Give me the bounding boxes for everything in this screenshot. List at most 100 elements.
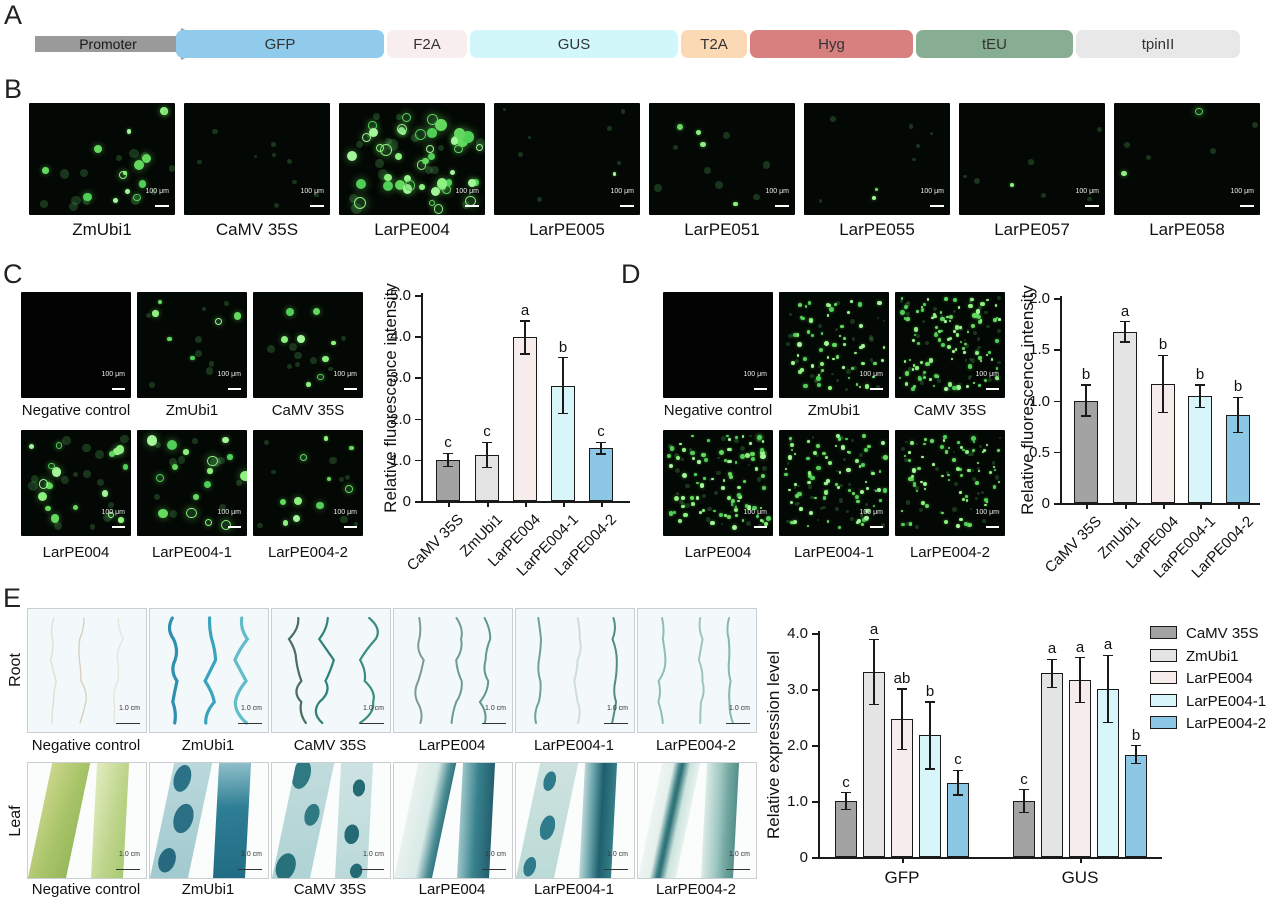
dim-cell-dot bbox=[102, 512, 113, 523]
bright-cell-dot bbox=[978, 469, 981, 472]
scale-bar-line bbox=[870, 526, 883, 528]
bright-cell-dot bbox=[759, 451, 764, 456]
bright-cell-dot bbox=[966, 330, 969, 334]
dim-cell-dot bbox=[708, 479, 711, 482]
bright-cell-dot bbox=[109, 450, 116, 457]
leaf-stain-image: 1.0 cm bbox=[27, 762, 147, 879]
dim-cell-dot bbox=[115, 155, 122, 161]
bright-cell-dot bbox=[965, 495, 968, 498]
scale-bar-text: 1.0 cm bbox=[240, 851, 262, 858]
image-label: CaMV 35S bbox=[293, 737, 367, 754]
bright-cell-dot bbox=[193, 494, 200, 500]
dim-cell-dot bbox=[839, 498, 844, 503]
dim-cell-dot bbox=[929, 131, 933, 136]
bright-cell-dot bbox=[695, 496, 700, 501]
fluorescence-micrograph: 100 μm bbox=[253, 292, 363, 398]
dim-cell-dot bbox=[717, 456, 720, 459]
sig-letter: ab bbox=[893, 670, 911, 687]
bright-cell-dot bbox=[842, 336, 846, 340]
dim-cell-dot bbox=[129, 148, 140, 159]
dim-cell-dot bbox=[763, 161, 771, 169]
bright-cell-dot bbox=[913, 327, 918, 332]
error-bar-line bbox=[873, 639, 875, 705]
bright-cell-dot bbox=[744, 504, 749, 509]
bright-cell-dot bbox=[787, 455, 793, 460]
error-bar-cap bbox=[1233, 396, 1243, 399]
error-bar-cap bbox=[558, 412, 568, 415]
dim-cell-dot bbox=[979, 444, 983, 448]
bar bbox=[1113, 331, 1137, 503]
dim-cell-dot bbox=[843, 458, 846, 461]
bright-cell-dot bbox=[916, 342, 920, 346]
bright-cell-dot bbox=[737, 499, 741, 503]
dim-cell-dot bbox=[829, 115, 836, 122]
y-tick bbox=[812, 689, 818, 691]
root-stain-image: 1.0 cm bbox=[27, 608, 147, 733]
bright-cell-dot bbox=[931, 317, 934, 320]
bright-cell-dot bbox=[952, 350, 956, 353]
scale-bar-line bbox=[620, 205, 634, 207]
dim-cell-dot bbox=[154, 494, 160, 500]
dim-cell-dot bbox=[915, 144, 920, 149]
scale-bar-line bbox=[754, 388, 767, 390]
image-label: LarPE004-1 bbox=[533, 737, 615, 754]
bright-cell-dot bbox=[306, 381, 312, 387]
bright-cell-dot bbox=[133, 193, 141, 202]
dim-cell-dot bbox=[201, 307, 206, 312]
sig-letter: a bbox=[1103, 636, 1113, 654]
dim-cell-dot bbox=[266, 344, 275, 353]
bright-cell-dot bbox=[921, 456, 924, 459]
dim-cell-dot bbox=[679, 499, 684, 504]
bright-cell-dot bbox=[901, 522, 905, 527]
bright-cell-dot bbox=[970, 435, 976, 441]
y-tick bbox=[415, 377, 421, 379]
bright-cell-dot bbox=[297, 334, 305, 343]
dim-cell-dot bbox=[1123, 142, 1130, 149]
error-bar-cap bbox=[1019, 789, 1029, 791]
bright-cell-dot bbox=[837, 437, 842, 442]
bright-cell-dot bbox=[827, 460, 833, 465]
error-bar-cap bbox=[1233, 431, 1243, 433]
dim-cell-dot bbox=[908, 124, 914, 129]
bright-cell-dot bbox=[736, 492, 742, 497]
image-label: Negative control bbox=[31, 881, 141, 898]
bright-cell-dot bbox=[730, 504, 733, 507]
bright-cell-dot bbox=[404, 174, 412, 182]
bright-cell-dot bbox=[858, 385, 861, 389]
scale-bar: 100 μm bbox=[1231, 188, 1254, 211]
scale-bar-line bbox=[986, 388, 999, 390]
dim-cell-dot bbox=[168, 165, 175, 172]
leaf-stain-image: 1.0 cm bbox=[393, 762, 513, 879]
bar bbox=[1125, 754, 1147, 857]
bright-cell-dot bbox=[759, 448, 764, 453]
scale-bar: 100 μm bbox=[921, 188, 944, 211]
dim-cell-dot bbox=[906, 301, 911, 305]
bright-cell-dot bbox=[873, 504, 876, 507]
dim-cell-dot bbox=[945, 470, 950, 475]
bright-cell-dot bbox=[963, 351, 966, 354]
bright-cell-dot bbox=[997, 449, 1000, 452]
bright-cell-dot bbox=[803, 383, 808, 389]
dim-cell-dot bbox=[810, 495, 814, 500]
bright-cell-dot bbox=[205, 519, 213, 527]
bright-cell-dot bbox=[965, 499, 969, 502]
dim-cell-dot bbox=[876, 385, 881, 389]
bright-cell-dot bbox=[428, 199, 435, 206]
error-bar-cap bbox=[596, 441, 606, 444]
bright-cell-dot bbox=[724, 514, 728, 518]
dim-cell-dot bbox=[860, 513, 864, 517]
bright-cell-dot bbox=[167, 337, 172, 342]
dim-cell-dot bbox=[973, 331, 978, 335]
dim-cell-dot bbox=[675, 491, 679, 496]
scale-bar-line bbox=[726, 868, 750, 870]
bright-cell-dot bbox=[864, 384, 870, 389]
bright-cell-dot bbox=[956, 333, 960, 337]
bright-cell-dot bbox=[973, 381, 976, 384]
bright-cell-dot bbox=[108, 511, 115, 519]
bright-cell-dot bbox=[925, 361, 930, 367]
bright-cell-dot bbox=[138, 180, 147, 188]
bright-cell-dot bbox=[840, 324, 844, 329]
dim-cell-dot bbox=[387, 139, 399, 151]
dim-cell-dot bbox=[195, 336, 203, 343]
bright-cell-dot bbox=[826, 313, 830, 317]
